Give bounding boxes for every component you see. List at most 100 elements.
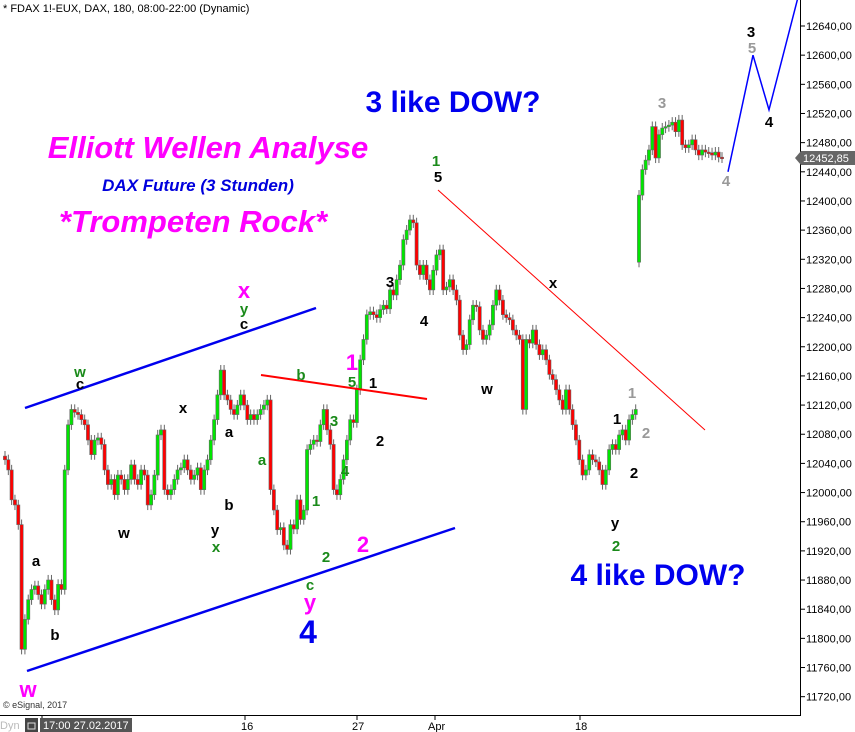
candle-body-down	[577, 439, 582, 461]
candle-body-down	[514, 329, 519, 336]
candle-body-up	[610, 444, 615, 450]
candle-body-up	[338, 479, 343, 496]
candle-body-up	[235, 404, 240, 415]
candle-body-down	[165, 489, 170, 496]
candle	[590, 449, 595, 465]
wave-label: y	[611, 515, 620, 532]
candle	[643, 155, 648, 175]
candle	[212, 414, 217, 446]
candle-body-down	[112, 479, 117, 496]
wave-label: 4	[420, 313, 429, 330]
candle-body-down	[418, 264, 422, 275]
candle	[441, 244, 446, 296]
candle	[56, 579, 61, 616]
wave-label: a	[32, 553, 41, 570]
candle-body-down	[550, 374, 555, 380]
candle	[567, 384, 572, 415]
y-tick-label: 12240,00	[806, 313, 852, 325]
candle-body-up	[713, 151, 718, 156]
candle	[102, 439, 107, 476]
wave-label: 1	[369, 375, 377, 392]
candle-body-up	[670, 121, 675, 126]
wave-label: c	[240, 316, 248, 333]
candle-body-down	[132, 464, 137, 480]
candle	[351, 414, 356, 428]
candle-body-down	[275, 509, 280, 531]
candle	[255, 409, 260, 425]
candle	[291, 519, 296, 535]
candle	[560, 394, 565, 415]
candle-body-down	[567, 389, 572, 410]
candle-body-down	[537, 344, 542, 356]
candle	[424, 260, 429, 285]
candle-body-up	[129, 464, 134, 480]
channel-upper-line[interactable]	[24, 306, 317, 410]
candle	[285, 539, 290, 555]
candle	[700, 144, 704, 161]
candle-body-down	[520, 339, 525, 410]
candle	[630, 409, 635, 425]
candle	[202, 464, 207, 495]
candle	[152, 469, 157, 500]
wave-label: a	[258, 452, 267, 469]
wave-label: w	[73, 364, 86, 381]
x-axis-ticks: 16 27 Apr 18	[41, 715, 587, 732]
candle	[620, 424, 625, 441]
wave-label: 2	[612, 538, 620, 555]
candle-body-down	[534, 329, 539, 345]
candle	[262, 399, 266, 415]
candle-body-down	[328, 429, 333, 445]
candle-body-up	[238, 394, 243, 406]
candle	[703, 144, 708, 158]
candle-body-down	[36, 585, 41, 595]
y-tick-label: 12160,00	[806, 371, 852, 383]
candle-body-down	[683, 144, 688, 149]
candle	[96, 432, 100, 446]
triangle-resistance-line[interactable]	[260, 374, 428, 400]
candle	[530, 324, 535, 349]
candle-body-up	[321, 409, 326, 426]
candle-body-up	[643, 159, 648, 170]
candle	[106, 464, 110, 490]
candle-body-up	[686, 144, 691, 149]
candle-body-up	[524, 339, 529, 410]
wave-label: 2	[376, 433, 384, 450]
candle-body-down	[145, 474, 150, 506]
candle	[574, 419, 578, 446]
candle	[411, 214, 416, 228]
wave-projection-line[interactable]	[727, 0, 800, 172]
downtrend-line[interactable]	[437, 189, 706, 431]
candle	[321, 404, 326, 430]
candle	[139, 464, 143, 490]
candle	[92, 434, 97, 460]
candle	[471, 300, 475, 325]
candle-body-down	[222, 369, 226, 396]
lock-icon[interactable]	[25, 718, 38, 732]
candle-body-down	[673, 121, 678, 133]
candle	[627, 414, 631, 446]
y-tick-label: 11800,00	[806, 633, 851, 645]
candle	[607, 444, 612, 476]
candle-body-up	[484, 334, 489, 340]
channel-lower-line[interactable]	[26, 526, 456, 673]
candle	[305, 444, 309, 516]
candle	[371, 306, 376, 320]
wave-label: 5	[348, 374, 356, 391]
candle	[584, 464, 588, 481]
candle-body-up	[530, 329, 535, 344]
candle	[39, 589, 44, 610]
candle	[388, 284, 392, 314]
candle-body-up	[215, 394, 220, 420]
candle-body-down	[481, 329, 485, 340]
candle-body-down	[285, 544, 290, 550]
candle-body-down	[268, 399, 273, 490]
candle	[676, 114, 681, 137]
symbol-header: * FDAX 1!-EUX, DAX, 180, 08:00-22:00 (Dy…	[3, 3, 249, 15]
candle-body-down	[451, 279, 456, 291]
candle-body-down	[106, 469, 110, 485]
wave-label: y	[304, 590, 317, 615]
wave-label: c	[76, 376, 84, 393]
candle-body-down	[510, 319, 515, 331]
candle	[670, 117, 675, 131]
